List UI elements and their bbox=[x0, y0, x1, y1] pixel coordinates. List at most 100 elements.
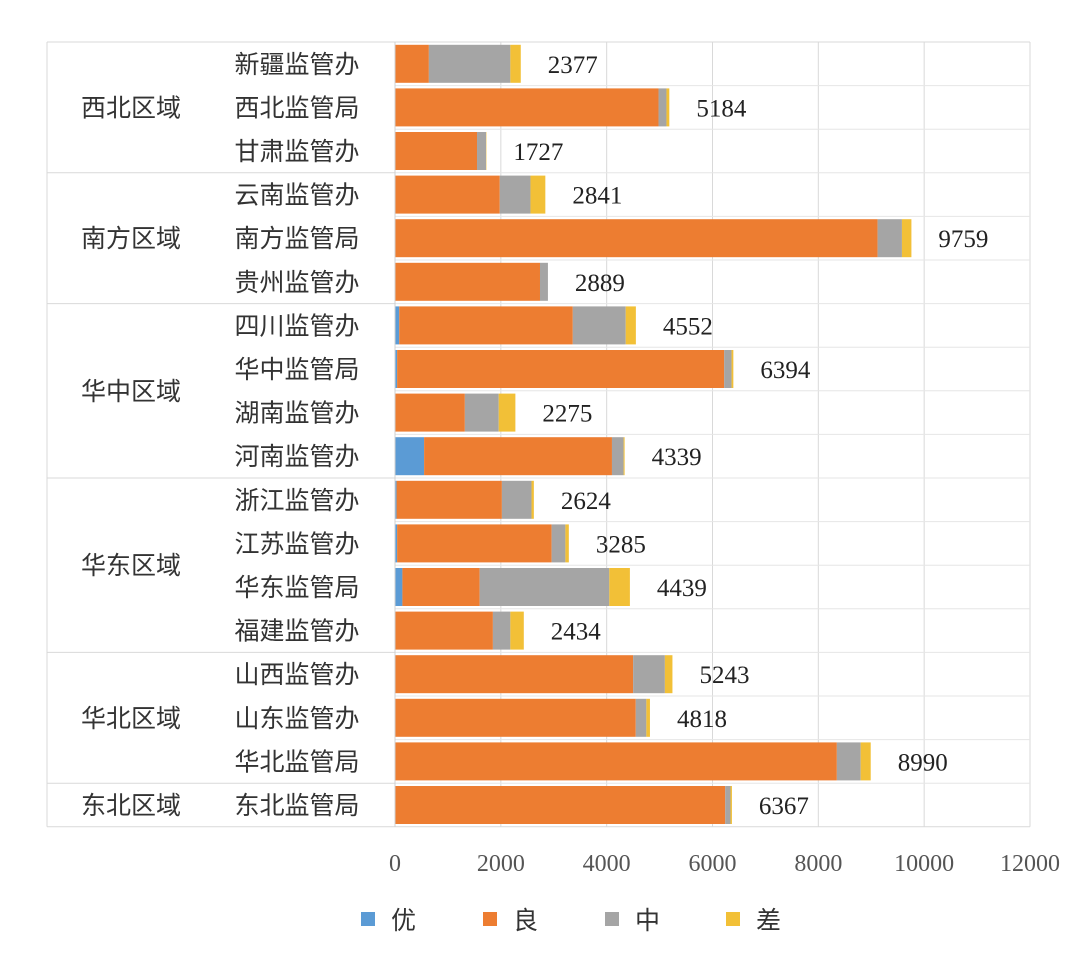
category-label: 西北监管局 bbox=[234, 93, 359, 122]
bar-segment bbox=[725, 786, 731, 824]
total-label: 2275 bbox=[542, 401, 592, 428]
bar-segment bbox=[498, 393, 516, 432]
category-label: 云南监管办 bbox=[234, 181, 359, 210]
group-label: 西北区域 bbox=[81, 93, 181, 122]
category-label: 山东监管办 bbox=[234, 704, 359, 733]
category-label: 南方监管局 bbox=[234, 224, 359, 253]
legend-label: 优 bbox=[391, 906, 416, 935]
legend-swatch bbox=[483, 912, 497, 926]
bar-segment bbox=[395, 611, 493, 650]
category-label: 甘肃监管办 bbox=[234, 137, 359, 166]
total-label: 6394 bbox=[760, 357, 811, 384]
legend-swatch bbox=[361, 912, 375, 926]
bar-segment bbox=[860, 742, 871, 781]
category-label: 华北监管局 bbox=[234, 747, 359, 776]
bar-segment bbox=[901, 219, 912, 258]
bar-segment bbox=[395, 44, 429, 83]
category-label: 四川监管办 bbox=[234, 311, 359, 340]
bar-segment bbox=[402, 568, 480, 606]
bar-segment bbox=[724, 350, 732, 388]
bar-segment bbox=[395, 437, 425, 476]
bar-segment bbox=[877, 219, 902, 258]
category-label: 华东监管局 bbox=[234, 573, 359, 602]
group-label: 南方区域 bbox=[81, 224, 181, 253]
total-label: 4818 bbox=[677, 706, 727, 733]
bar-segment bbox=[510, 44, 521, 83]
total-label: 4339 bbox=[652, 444, 702, 471]
x-tick-label: 0 bbox=[389, 851, 401, 877]
bar-segment bbox=[395, 655, 634, 694]
bar-segment bbox=[836, 742, 861, 781]
total-label: 9759 bbox=[938, 226, 988, 253]
bar-segment bbox=[424, 437, 612, 476]
x-tick-label: 12000 bbox=[1000, 851, 1060, 877]
x-tick-label: 2000 bbox=[477, 851, 525, 877]
bar-segment bbox=[464, 393, 499, 432]
total-label: 2624 bbox=[561, 488, 612, 515]
category-label: 江苏监管办 bbox=[234, 529, 359, 558]
bar-segment bbox=[395, 786, 726, 824]
x-tick-label: 4000 bbox=[583, 851, 631, 877]
bar-segment bbox=[633, 655, 665, 694]
bar-segment bbox=[397, 350, 725, 388]
category-label: 山西监管办 bbox=[234, 660, 359, 689]
bar-segment bbox=[492, 611, 511, 650]
total-label: 6367 bbox=[759, 793, 809, 820]
bar-segment bbox=[395, 480, 397, 519]
bar-segment bbox=[395, 393, 465, 432]
total-label: 4439 bbox=[657, 575, 707, 602]
bar-segment bbox=[428, 44, 511, 83]
bar-segment bbox=[611, 437, 624, 476]
bar-segment bbox=[395, 568, 403, 606]
bar-segment bbox=[510, 611, 524, 650]
bar-segment bbox=[572, 306, 626, 345]
x-tick-label: 10000 bbox=[894, 851, 954, 877]
category-label: 贵州监管办 bbox=[234, 268, 359, 297]
bar-segment bbox=[731, 350, 734, 388]
bar-segment bbox=[395, 350, 398, 388]
bar-segment bbox=[395, 175, 500, 214]
bar-segment bbox=[565, 524, 569, 563]
category-label: 华中监管局 bbox=[234, 355, 359, 384]
bar-segment bbox=[539, 262, 548, 301]
bar-segment bbox=[396, 480, 502, 519]
total-label: 2434 bbox=[551, 619, 602, 646]
category-label: 东北监管局 bbox=[234, 791, 359, 820]
bar-segment bbox=[395, 306, 400, 345]
group-label: 华中区域 bbox=[81, 377, 181, 406]
bar-segment bbox=[395, 262, 540, 301]
bar-segment bbox=[395, 132, 478, 170]
total-label: 2889 bbox=[575, 270, 625, 297]
category-label: 河南监管办 bbox=[234, 442, 359, 471]
bar-segment bbox=[664, 655, 673, 694]
bar-segment bbox=[666, 88, 670, 127]
legend-label: 差 bbox=[756, 906, 781, 935]
bar-segment bbox=[623, 437, 625, 476]
bar-segment bbox=[399, 306, 573, 345]
bar-segment bbox=[531, 480, 534, 519]
bar-segment bbox=[395, 524, 398, 563]
total-label: 2377 bbox=[548, 52, 598, 79]
bar-segment bbox=[395, 742, 837, 781]
bar-segment bbox=[479, 568, 610, 606]
bar-segment bbox=[501, 480, 532, 519]
total-label: 4552 bbox=[663, 313, 713, 340]
total-label: 3285 bbox=[596, 531, 646, 558]
x-tick-label: 6000 bbox=[689, 851, 737, 877]
group-label: 华东区域 bbox=[81, 551, 181, 580]
total-label: 2841 bbox=[572, 183, 622, 210]
total-label: 5243 bbox=[699, 662, 749, 689]
bar-segment bbox=[658, 88, 667, 127]
legend-label: 中 bbox=[635, 906, 660, 935]
bar-segment bbox=[395, 698, 636, 737]
bar-segment bbox=[646, 698, 650, 737]
total-label: 1727 bbox=[513, 139, 563, 166]
bar-segment bbox=[635, 698, 647, 737]
bar-segment bbox=[397, 524, 552, 563]
group-label: 东北区域 bbox=[81, 791, 181, 820]
legend-swatch bbox=[726, 912, 740, 926]
group-label: 华北区域 bbox=[81, 704, 181, 733]
bar-segment bbox=[730, 786, 732, 824]
bar-segment bbox=[530, 175, 546, 214]
